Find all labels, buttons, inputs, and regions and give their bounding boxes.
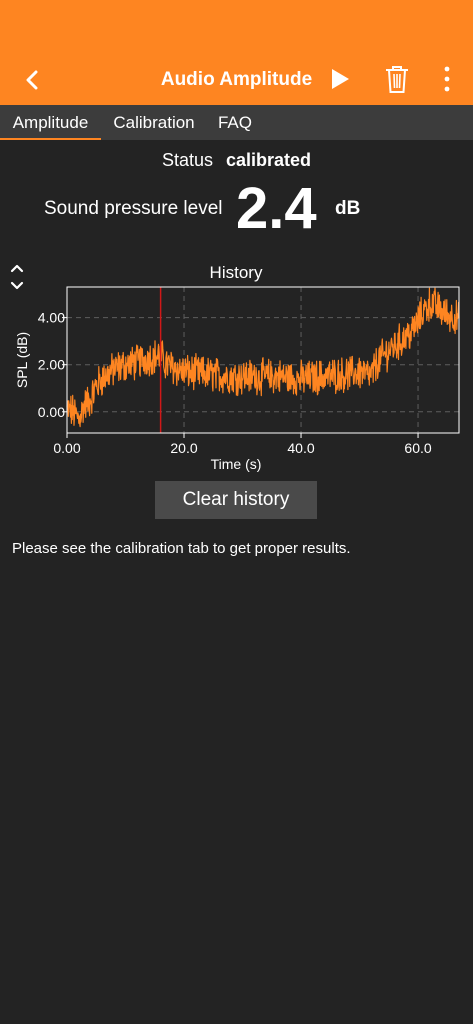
play-icon xyxy=(329,67,351,91)
chart-title: History xyxy=(210,263,263,282)
status-value: calibrated xyxy=(226,150,311,170)
trash-icon xyxy=(384,64,410,94)
chevron-left-icon xyxy=(25,70,39,90)
tab-calibration[interactable]: Calibration xyxy=(104,105,204,140)
spl-value: 2.4 xyxy=(236,176,317,242)
y-tick-label: 0.00 xyxy=(38,404,65,420)
y-tick-label: 2.00 xyxy=(38,357,65,373)
calibration-note: Please see the calibration tab to get pr… xyxy=(12,540,351,557)
tab-faq[interactable]: FAQ xyxy=(208,105,262,140)
back-button[interactable] xyxy=(18,66,46,94)
tab-amplitude[interactable]: Amplitude xyxy=(0,105,101,140)
delete-button[interactable] xyxy=(381,62,413,96)
x-tick-label: 60.0 xyxy=(404,440,431,456)
x-tick-label: 0.00 xyxy=(53,440,80,456)
tab-bar: Amplitude Calibration FAQ xyxy=(0,105,473,140)
app-header: Audio Amplitude xyxy=(0,0,473,105)
x-tick-label: 20.0 xyxy=(170,440,197,456)
chart-lines xyxy=(67,287,459,433)
spl-label: Sound pressure level xyxy=(44,198,223,220)
clear-history-button[interactable]: Clear history xyxy=(155,481,317,519)
history-chart: History 0.00 20.0 40.0 60.0 0.00 2.00 4.00 Tim… xyxy=(0,255,473,475)
y-axis-title: SPL (dB) xyxy=(14,332,30,388)
more-options-button[interactable] xyxy=(436,62,458,96)
status-label: Status xyxy=(162,150,213,170)
x-axis-title: Time (s) xyxy=(211,456,262,472)
play-button[interactable] xyxy=(326,62,354,96)
status-row: Status calibrated xyxy=(0,150,473,176)
spl-unit: dB xyxy=(335,198,360,220)
active-tab-indicator xyxy=(0,138,101,140)
spl-series-line xyxy=(67,288,459,426)
y-tick-label: 4.00 xyxy=(38,310,65,326)
more-vertical-icon xyxy=(444,66,450,92)
x-tick-label: 40.0 xyxy=(287,440,314,456)
